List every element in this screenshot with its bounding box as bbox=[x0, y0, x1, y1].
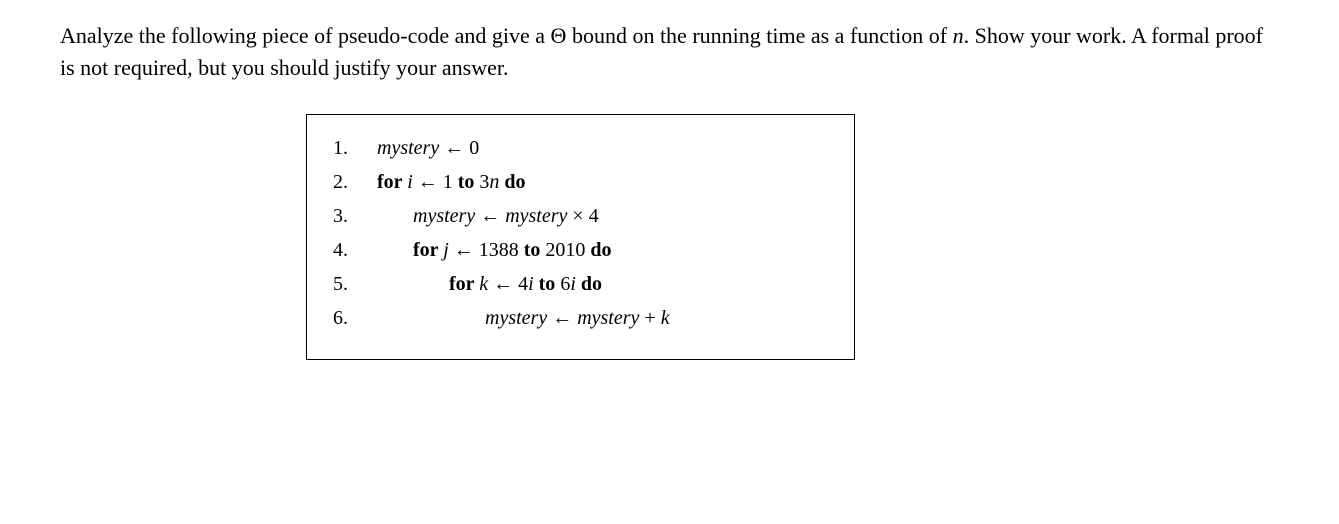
code-line-1: 1.mystery ← 0 bbox=[333, 131, 836, 165]
code-line-2: 2.for i ← 1 to 3n do bbox=[333, 165, 836, 199]
question-text-1: Analyze the following piece of pseudo-co… bbox=[60, 23, 551, 48]
code-content: mystery ← mystery × 4 bbox=[377, 199, 599, 233]
line-number: 2. bbox=[333, 165, 377, 199]
question-text-2: bound on the running time as a function … bbox=[566, 23, 952, 48]
line-number: 4. bbox=[333, 233, 377, 267]
code-line-4: 4.for j ← 1388 to 2010 do bbox=[333, 233, 836, 267]
code-line-5: 5.for k ← 4i to 6i do bbox=[333, 267, 836, 301]
line-number: 5. bbox=[333, 267, 377, 301]
line-number: 3. bbox=[333, 199, 377, 233]
line-number: 1. bbox=[333, 131, 377, 165]
line-number: 6. bbox=[333, 301, 377, 335]
theta-symbol: Θ bbox=[551, 23, 567, 48]
code-content: mystery ← 0 bbox=[377, 131, 479, 165]
variable-n: n bbox=[953, 23, 964, 48]
question-paragraph: Analyze the following piece of pseudo-co… bbox=[60, 20, 1279, 84]
code-line-3: 3.mystery ← mystery × 4 bbox=[333, 199, 836, 233]
code-content: for k ← 4i to 6i do bbox=[377, 267, 602, 301]
code-content: for j ← 1388 to 2010 do bbox=[377, 233, 612, 267]
code-line-6: 6.mystery ← mystery + k bbox=[333, 301, 836, 335]
code-content: for i ← 1 to 3n do bbox=[377, 165, 526, 199]
code-content: mystery ← mystery + k bbox=[377, 301, 670, 335]
pseudocode-box: 1.mystery ← 02.for i ← 1 to 3n do3.myste… bbox=[306, 114, 855, 360]
